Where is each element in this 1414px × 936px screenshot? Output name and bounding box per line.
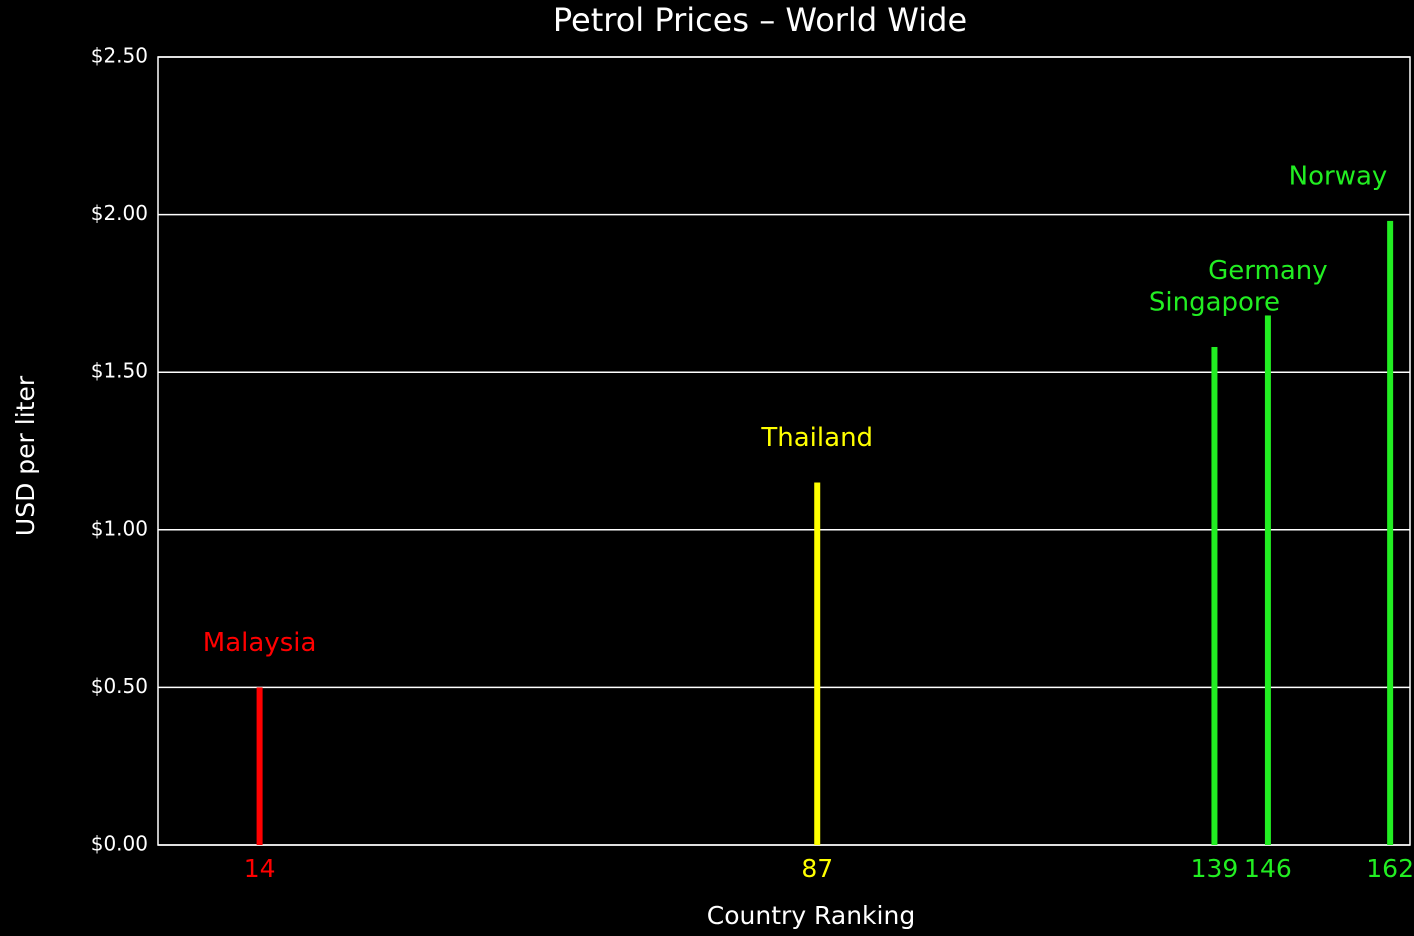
bar (1264, 315, 1271, 845)
x-axis-label: Country Ranking (707, 901, 915, 930)
y-tick-label: $2.50 (91, 44, 148, 68)
bar-label: Singapore (1149, 287, 1280, 317)
x-tick-label: 87 (801, 854, 833, 883)
y-tick-label: $0.00 (91, 832, 148, 856)
y-tick-label: $2.00 (91, 201, 148, 225)
x-tick-label: 139 (1191, 854, 1239, 883)
bar-label: Thailand (760, 423, 873, 453)
y-tick-label: $0.50 (91, 674, 148, 698)
y-tick-label: $1.50 (91, 359, 148, 383)
plot-border (157, 56, 1411, 846)
y-axis-label: USD per liter (11, 375, 40, 536)
x-tick-label: 14 (244, 854, 276, 883)
bar (256, 687, 263, 845)
bar (1387, 220, 1394, 846)
bar-label: Malaysia (203, 628, 317, 658)
y-tick-label: $1.00 (91, 516, 148, 540)
x-tick-label: 162 (1366, 854, 1414, 883)
bar (814, 482, 821, 845)
chart-title: Petrol Prices – World Wide (553, 1, 967, 39)
bar (1211, 346, 1218, 845)
x-tick-label: 146 (1244, 854, 1292, 883)
bar-label: Norway (1289, 161, 1388, 191)
bar-label: Germany (1208, 256, 1328, 286)
